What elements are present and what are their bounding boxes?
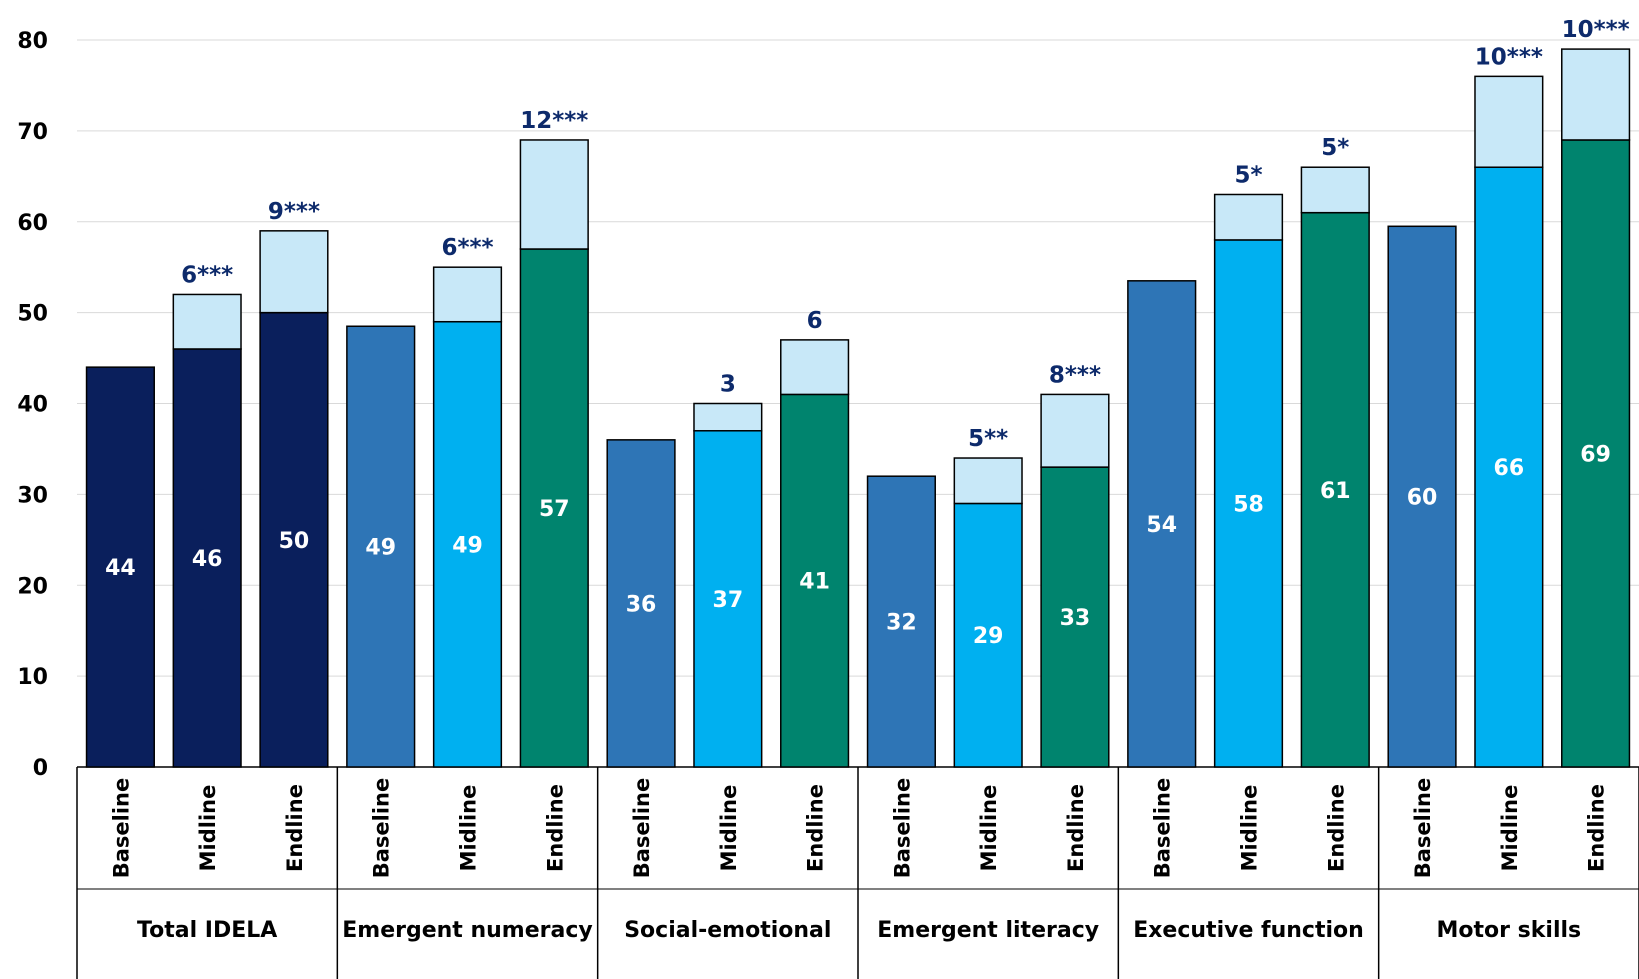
bar-segment bbox=[432, 320, 503, 768]
x-category-label: Endline bbox=[1585, 784, 1609, 872]
x-category-label: Baseline bbox=[109, 778, 133, 879]
bar-value-label: 58 bbox=[1233, 492, 1264, 517]
group-label: Executive function bbox=[1133, 918, 1364, 943]
x-category-label: Midline bbox=[1498, 785, 1522, 872]
x-category-label: Endline bbox=[283, 784, 307, 872]
x-category-label: Baseline bbox=[630, 778, 654, 879]
gain-segment bbox=[519, 139, 589, 250]
gain-segment bbox=[1561, 48, 1631, 141]
bar-value-label: 54 bbox=[1146, 513, 1177, 538]
gain-segment bbox=[172, 293, 242, 350]
bar-segment bbox=[1300, 211, 1370, 768]
bar-segment bbox=[1213, 239, 1284, 768]
bar-value-label: 44 bbox=[105, 556, 136, 581]
gain-label: 10*** bbox=[1475, 44, 1543, 70]
bar-value-label: 49 bbox=[365, 536, 396, 561]
group-label: Motor skills bbox=[1437, 918, 1582, 943]
x-category-label: Midline bbox=[717, 785, 741, 872]
bar-segment bbox=[1040, 466, 1110, 768]
x-category-label: Endline bbox=[543, 784, 567, 872]
gain-label: 8*** bbox=[1049, 362, 1101, 388]
bar-value-label: 49 bbox=[452, 533, 483, 558]
gain-label: 5** bbox=[968, 426, 1008, 452]
bar-value-label: 32 bbox=[886, 611, 917, 636]
bar-segment bbox=[1474, 166, 1544, 768]
bar-value-label: 46 bbox=[192, 547, 223, 572]
x-category-label: Midline bbox=[977, 785, 1001, 872]
bar-value-label: 69 bbox=[1580, 442, 1611, 467]
x-category-label: Midline bbox=[1238, 785, 1262, 872]
gain-segment bbox=[1040, 393, 1110, 468]
gain-segment bbox=[1300, 166, 1370, 214]
gain-segment bbox=[432, 266, 503, 323]
y-tick-label: 60 bbox=[17, 211, 48, 236]
y-tick-label: 0 bbox=[33, 756, 48, 781]
gain-segment bbox=[953, 457, 1023, 505]
gain-label: 6*** bbox=[441, 235, 493, 261]
x-category-label: Baseline bbox=[1411, 778, 1435, 879]
bar-value-label: 61 bbox=[1320, 479, 1351, 504]
y-tick-label: 40 bbox=[17, 393, 48, 418]
gain-label: 12*** bbox=[520, 108, 588, 134]
bar-value-label: 41 bbox=[799, 570, 830, 595]
bar-value-label: 57 bbox=[539, 497, 570, 522]
bar-segment bbox=[346, 325, 416, 768]
gain-segment bbox=[780, 339, 850, 396]
x-category-label: Baseline bbox=[370, 778, 394, 879]
bar-segment bbox=[866, 475, 936, 768]
group-label: Emergent numeracy bbox=[342, 918, 592, 943]
gain-segment bbox=[693, 402, 763, 432]
x-category-label: Endline bbox=[1064, 784, 1088, 872]
x-category-label: Baseline bbox=[890, 778, 914, 879]
y-tick-label: 30 bbox=[17, 483, 48, 508]
x-category-label: Baseline bbox=[1151, 778, 1175, 879]
bar-value-label: 37 bbox=[713, 588, 744, 613]
y-tick-label: 50 bbox=[17, 302, 48, 327]
gain-segment bbox=[1474, 75, 1544, 168]
x-category-label: Midline bbox=[457, 785, 481, 872]
gain-label: 3 bbox=[720, 372, 736, 398]
bar-value-label: 66 bbox=[1494, 456, 1525, 481]
gain-label: 5* bbox=[1234, 162, 1262, 188]
y-tick-label: 80 bbox=[17, 29, 48, 54]
y-tick-label: 70 bbox=[17, 120, 48, 145]
x-category-label: Endline bbox=[804, 784, 828, 872]
bar-value-label: 29 bbox=[973, 624, 1004, 649]
gain-label: 10*** bbox=[1562, 17, 1630, 43]
bar-segment bbox=[1127, 280, 1197, 768]
y-tick-label: 10 bbox=[17, 665, 48, 690]
group-label: Social-emotional bbox=[624, 918, 831, 943]
bar-segment bbox=[519, 248, 589, 768]
gain-segment bbox=[1213, 193, 1284, 241]
y-tick-label: 20 bbox=[17, 574, 48, 599]
bar-value-label: 36 bbox=[626, 592, 657, 617]
gain-label: 5* bbox=[1321, 135, 1349, 161]
group-label: Emergent literacy bbox=[877, 918, 1099, 943]
gain-label: 6 bbox=[807, 308, 823, 334]
group-label: Total IDELA bbox=[137, 918, 277, 943]
bar-segment bbox=[780, 393, 850, 768]
gain-label: 9*** bbox=[268, 199, 320, 225]
x-category-label: Midline bbox=[196, 785, 220, 872]
bar-value-label: 50 bbox=[279, 529, 310, 554]
bar-value-label: 33 bbox=[1060, 606, 1091, 631]
bar-segment bbox=[85, 366, 155, 768]
bar-value-label: 60 bbox=[1407, 486, 1438, 511]
bar-segment bbox=[953, 502, 1023, 768]
bar-segment bbox=[693, 430, 763, 768]
bar-segment bbox=[606, 439, 676, 768]
x-category-label: Endline bbox=[1324, 784, 1348, 872]
bar-segment bbox=[1387, 225, 1457, 768]
gain-label: 6*** bbox=[181, 262, 233, 288]
gain-segment bbox=[259, 230, 329, 314]
